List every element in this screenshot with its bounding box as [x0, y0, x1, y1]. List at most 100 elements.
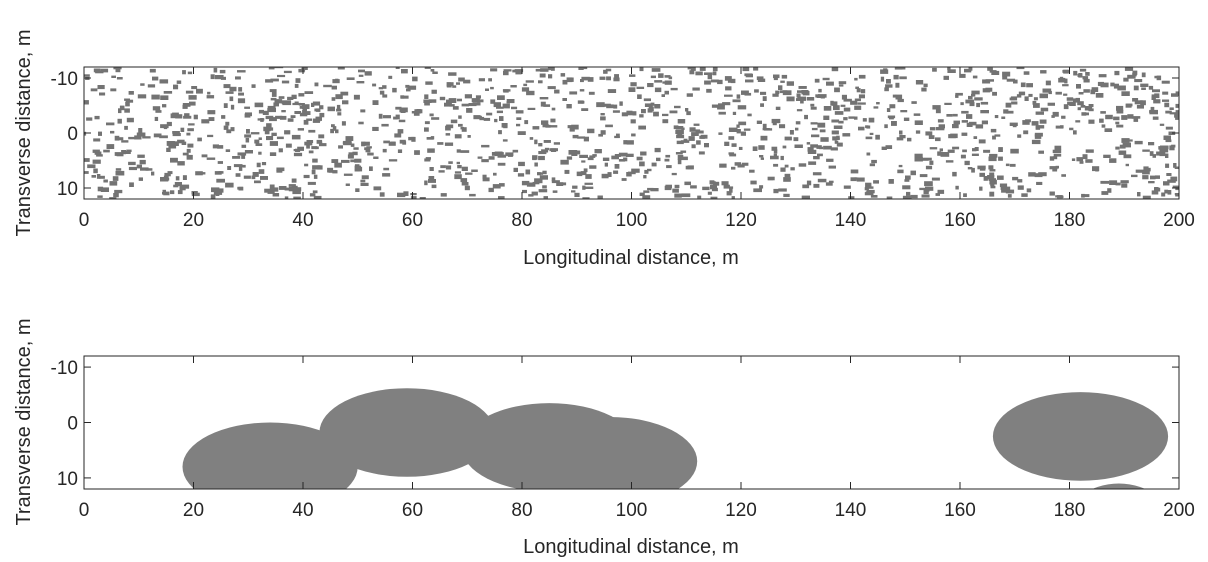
particle-mark	[163, 175, 169, 178]
x-tick-label: 120	[725, 500, 757, 521]
particle-mark	[626, 110, 633, 116]
particle-mark	[989, 153, 998, 158]
particle-mark	[780, 155, 784, 161]
particle-mark	[571, 150, 581, 155]
particle-mark	[771, 146, 778, 151]
particle-mark	[293, 149, 301, 152]
particle-mark	[691, 144, 696, 149]
particle-mark	[338, 145, 343, 149]
particle-mark	[604, 162, 608, 167]
particle-mark	[1148, 181, 1155, 184]
particle-mark	[884, 87, 889, 92]
particle-mark	[1127, 74, 1136, 79]
particle-mark	[896, 137, 904, 141]
particle-mark	[254, 180, 261, 184]
particle-mark	[589, 155, 596, 158]
particle-mark	[1142, 175, 1149, 180]
particle-mark	[188, 123, 195, 126]
particle-mark	[840, 104, 846, 107]
particle-mark	[810, 103, 815, 107]
particle-mark	[225, 91, 234, 94]
particle-mark	[424, 158, 431, 162]
particle-mark	[955, 94, 959, 98]
particle-mark	[607, 172, 612, 177]
particle-mark	[323, 84, 332, 88]
particle-mark	[718, 132, 723, 135]
particle-mark	[1009, 122, 1018, 126]
particle-mark	[585, 174, 592, 179]
particle-mark	[456, 161, 460, 165]
particle-mark	[346, 77, 355, 80]
particle-mark	[981, 120, 988, 125]
particle-mark	[151, 171, 155, 176]
particle-mark	[454, 171, 461, 174]
particle-mark	[562, 98, 567, 101]
particle-mark	[95, 70, 104, 74]
particle-mark	[551, 177, 556, 182]
particle-mark	[556, 182, 564, 186]
particle-mark	[448, 161, 453, 164]
particle-mark	[702, 186, 710, 191]
particle-mark	[294, 111, 302, 114]
particle-mark	[99, 92, 106, 96]
particle-mark	[989, 191, 995, 197]
x-tick-label: 60	[402, 500, 423, 521]
particle-mark	[631, 133, 636, 137]
particle-mark	[758, 145, 765, 150]
particle-mark	[551, 107, 556, 111]
particle-mark	[382, 94, 388, 98]
particle-mark	[1100, 180, 1110, 184]
particle-mark	[548, 74, 553, 79]
particle-mark	[172, 131, 180, 134]
particle-mark	[364, 141, 370, 146]
particle-mark	[796, 93, 801, 98]
particle-mark	[303, 119, 309, 125]
particle-mark	[718, 111, 726, 115]
particle-mark	[173, 184, 179, 188]
particle-mark	[1025, 119, 1031, 123]
particle-mark	[566, 156, 573, 160]
particle-mark	[319, 143, 327, 147]
particle-mark	[187, 143, 194, 148]
particle-mark	[1175, 91, 1179, 96]
particle-mark	[820, 95, 825, 99]
particle-mark	[497, 95, 505, 100]
particle-mark	[1135, 169, 1144, 173]
particle-mark	[232, 156, 241, 159]
particle-mark	[551, 180, 560, 184]
particle-mark	[1175, 110, 1179, 115]
particle-mark	[854, 77, 858, 81]
particle-mark	[961, 110, 969, 114]
particle-mark	[258, 109, 264, 114]
particle-mark	[1152, 154, 1156, 158]
particle-mark	[170, 113, 179, 119]
particle-mark	[1154, 187, 1159, 190]
particle-mark	[177, 161, 185, 166]
particle-mark	[658, 73, 664, 78]
x-axis-ticks: 0 20 40 60 80 100 120 140 160 180 200	[79, 356, 1195, 521]
particle-mark	[712, 71, 717, 76]
particle-mark	[291, 134, 301, 140]
particle-mark	[693, 123, 700, 126]
particle-mark	[528, 194, 534, 197]
particle-mark	[458, 77, 465, 82]
particle-mark	[118, 108, 122, 114]
particle-mark	[311, 146, 318, 150]
particle-mark	[254, 102, 264, 108]
particle-mark	[873, 180, 879, 184]
particle-mark	[935, 127, 945, 131]
particle-mark	[897, 98, 904, 103]
particle-mark	[975, 124, 984, 129]
particle-mark	[921, 87, 927, 92]
particle-mark	[425, 157, 431, 160]
particle-mark	[269, 184, 275, 189]
particle-mark	[1148, 85, 1154, 90]
particle-mark	[929, 160, 934, 165]
particle-mark	[182, 152, 189, 156]
particle-mark	[1165, 126, 1173, 130]
particle-mark	[488, 187, 494, 193]
particle-mark	[482, 177, 490, 182]
particle-mark	[812, 172, 822, 176]
particle-mark	[811, 127, 818, 131]
particle-mark	[1036, 181, 1043, 185]
